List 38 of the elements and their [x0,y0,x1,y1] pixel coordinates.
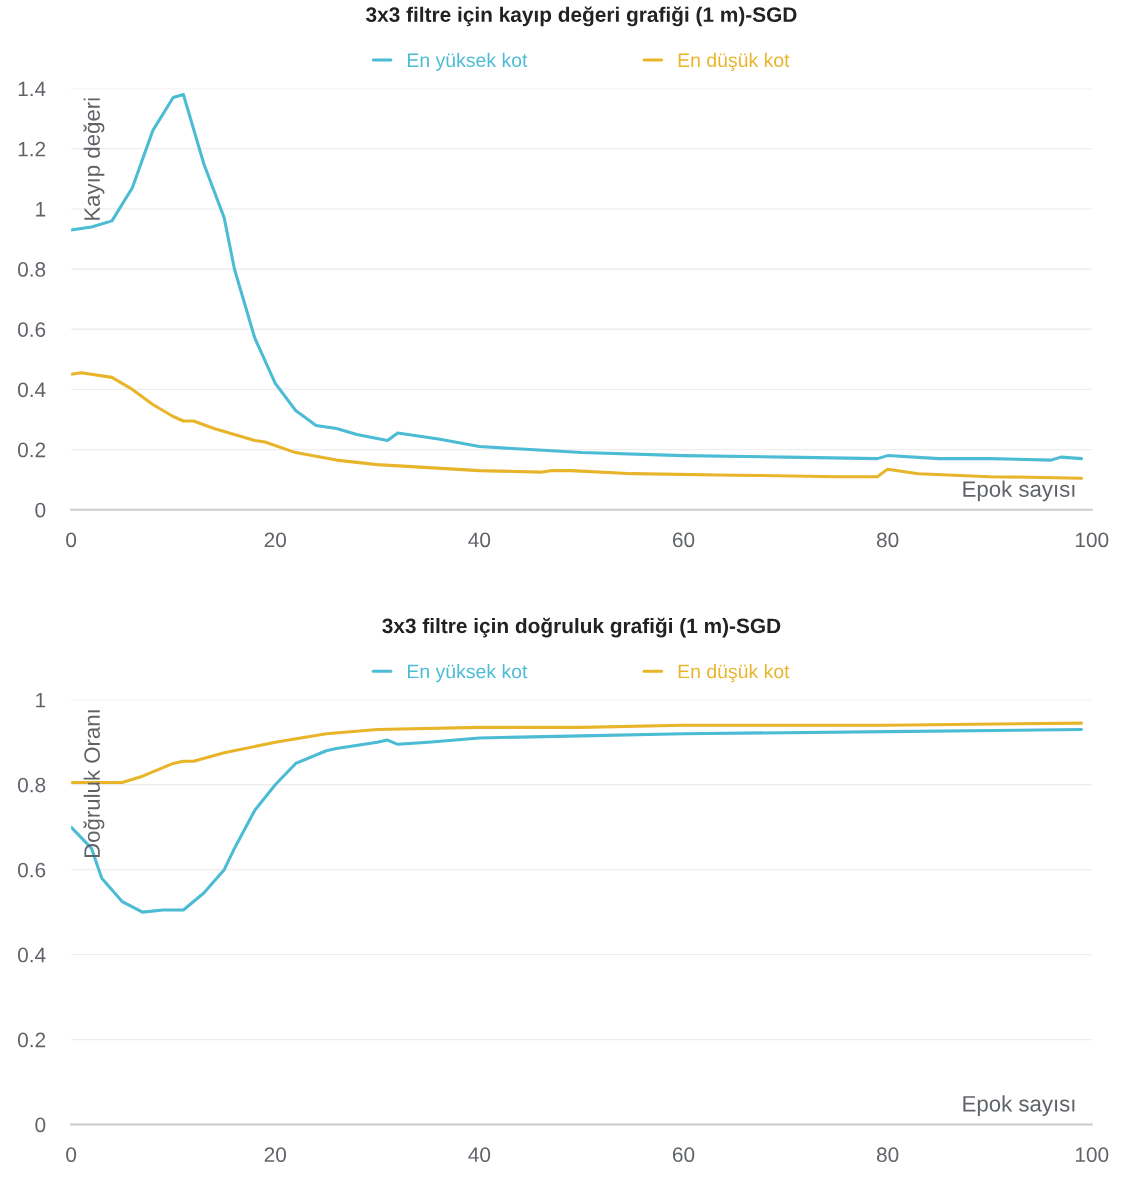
y-tick-label: 0.8 [17,262,46,277]
line-series [71,371,1084,480]
x-tick-label: 20 [264,1147,287,1163]
x-tick-label: 60 [672,1147,695,1163]
x-tick-label: 40 [468,532,491,548]
legend-label: En yüksek kot [407,664,528,683]
x-tick-label: 80 [876,1147,899,1163]
line-series [71,92,1084,462]
legend-label: En düşük kot [678,664,790,683]
y-axis-title: Kayıp değeri [83,98,105,220]
y-tick-label: 1 [36,692,46,708]
y-tick-label: 1.2 [18,141,46,157]
y-tick-label: 1.4 [18,81,46,97]
x-tick-label: 100 [1075,532,1109,548]
y-tick-label: 1 [36,202,46,217]
y-axis-title: Doğruluk Oranı [83,710,105,858]
x-tick-label: 40 [468,1147,491,1163]
x-tick-label: 60 [672,532,695,548]
x-tick-label: 80 [876,532,899,548]
x-axis-title: Epok sayısı [963,1095,1075,1117]
y-tick-label: 0.2 [17,442,46,458]
x-tick-label: 20 [264,532,287,548]
y-tick-label: 0 [35,502,46,518]
x-tick-label: 0 [66,532,77,548]
y-tick-label: 0.4 [17,382,46,398]
x-tick-label: 100 [1075,1147,1109,1163]
y-tick-label: 0 [35,1117,46,1133]
x-tick-label: 0 [66,1147,77,1163]
chart-title: 3x3 filtre için doğruluk grafiği (1 m)-SGD [382,617,781,638]
y-tick-label: 0.2 [17,1032,46,1048]
x-axis-title: Epok sayısı [963,480,1075,502]
y-tick-label: 0.6 [17,862,46,878]
chart-title: 3x3 filtre için kayıp değeri grafiği (1 m)-SGD [366,6,797,27]
y-tick-label: 0.6 [17,322,46,337]
legend-label: En yüksek kot [407,52,528,71]
legend-label: En düşük kot [678,52,790,71]
y-tick-label: 0.4 [17,947,46,963]
y-tick-label: 0.8 [17,777,46,793]
